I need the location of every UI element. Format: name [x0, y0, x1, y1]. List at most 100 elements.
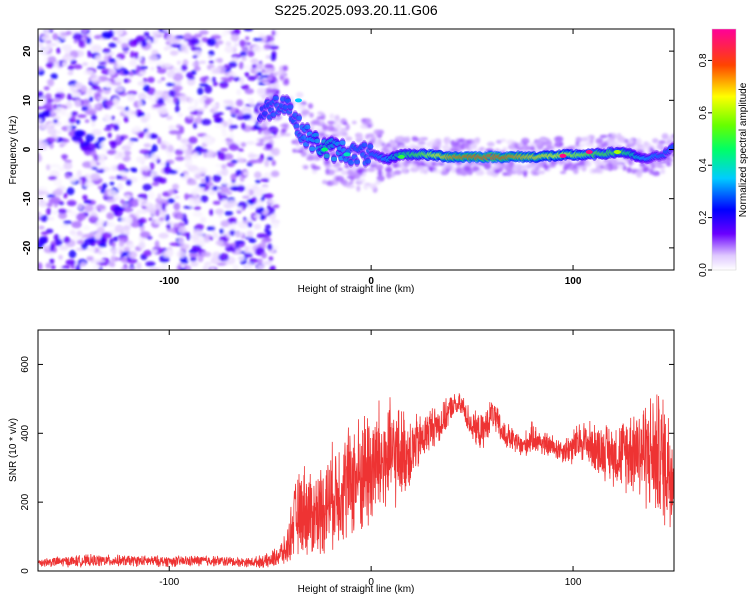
heatmap-cell [62, 61, 68, 67]
heatmap-cell [184, 149, 193, 156]
heatmap-cell [369, 183, 377, 190]
heatmap-cell [69, 229, 77, 236]
heatmap-cell [626, 167, 632, 173]
heatmap-cell [510, 142, 515, 148]
heatmap-cell [97, 185, 103, 190]
heatmap-cell [295, 91, 304, 98]
heatmap-cell [68, 250, 77, 259]
heatmap-cell [375, 164, 384, 171]
heatmap-cell [295, 115, 302, 121]
heatmap-cell [114, 156, 121, 160]
heatmap-noise-blobs [38, 29, 280, 270]
heatmap-cell [297, 104, 306, 110]
heatmap-cell [158, 177, 167, 184]
heatmap-cell [326, 169, 335, 176]
heatmap-cell [385, 166, 393, 173]
heatmap-cell [231, 222, 236, 230]
heatmap-cell [242, 113, 252, 121]
heatmap-cell [154, 202, 163, 211]
heatmap-x-ticks: -100 0 100 [159, 29, 582, 287]
heatmap-cell [165, 214, 170, 222]
heatmap-cell [558, 160, 564, 166]
heatmap-cell [517, 141, 524, 148]
heatmap-cell [170, 43, 182, 48]
heatmap-cell [191, 244, 202, 252]
heatmap-cell [46, 216, 55, 221]
heatmap-cell [53, 115, 61, 121]
heatmap-cell [142, 165, 150, 172]
heatmap-cell [131, 168, 138, 173]
heatmap-cell [185, 72, 194, 78]
heatmap-cell [226, 256, 236, 265]
heatmap-cell [123, 150, 132, 156]
heatmap-cell [134, 51, 139, 60]
heatmap-cell [193, 33, 203, 38]
heatmap-cell [258, 100, 265, 104]
heatmap-cell [101, 251, 109, 256]
heatmap-cell [148, 217, 153, 221]
heatmap-cell [486, 169, 495, 176]
heatmap-cell [254, 188, 264, 196]
heatmap-cell [351, 120, 357, 125]
heatmap-cell [141, 205, 147, 210]
heatmap-cell [79, 262, 87, 267]
heatmap-cell [160, 111, 169, 115]
heatmap-cell [279, 75, 285, 82]
heatmap-cell [230, 159, 239, 164]
heatmap-cell [521, 137, 530, 145]
heatmap-cell [386, 142, 391, 148]
heatmap-cell [76, 239, 84, 245]
heatmap-cell [360, 124, 369, 129]
heatmap-cell [202, 265, 208, 270]
heatmap-cell [530, 145, 535, 151]
heatmap-cell [570, 145, 576, 149]
heatmap-cell [106, 212, 115, 220]
heatmap-cell [84, 110, 96, 116]
heatmap-cell [281, 127, 287, 134]
heatmap-cell [186, 181, 198, 186]
heatmap-cell [52, 210, 58, 215]
heatmap-cell [155, 61, 165, 66]
heatmap-cell [78, 138, 84, 145]
heatmap-cell [172, 183, 179, 190]
heatmap-cell [156, 68, 167, 74]
heatmap-cell [108, 42, 117, 48]
heatmap-cell [250, 58, 259, 64]
heatmap-cell [199, 83, 209, 87]
heatmap-cell [155, 209, 160, 217]
heatmap-cell [46, 202, 53, 208]
heatmap-cell [264, 159, 270, 167]
heatmap-hotspot [294, 98, 302, 103]
heatmap-cell [38, 140, 45, 148]
heatmap-cell [143, 249, 152, 257]
heatmap-cell [268, 256, 274, 262]
snr-frame [37, 329, 675, 572]
heatmap-cell [97, 96, 108, 101]
heatmap-cell [151, 249, 158, 254]
heatmap-cell [543, 164, 549, 171]
heatmap-cell [174, 195, 180, 199]
heatmap-cell [47, 56, 57, 63]
heatmap-cell [230, 33, 240, 42]
heatmap-cell [486, 141, 495, 147]
heatmap-cell [150, 153, 157, 161]
heatmap-cell [246, 263, 253, 270]
heatmap-cell [38, 118, 43, 123]
heatmap-cell [63, 236, 71, 244]
heatmap-cell [198, 183, 207, 188]
heatmap-cell [242, 64, 253, 71]
heatmap-cell [125, 207, 132, 213]
heatmap-cell [402, 169, 407, 174]
heatmap-cell [263, 44, 272, 50]
heatmap-cell [91, 129, 102, 136]
heatmap-cell [228, 61, 238, 68]
heatmap-y-tick-label: 0 [22, 146, 33, 152]
heatmap-cell [221, 199, 228, 205]
heatmap-cell [187, 76, 196, 80]
heatmap-cell [148, 55, 159, 61]
heatmap-cell [190, 256, 197, 262]
heatmap-cell [394, 170, 402, 175]
heatmap-cell [103, 55, 109, 64]
heatmap-y-tick-label: -10 [22, 191, 33, 206]
heatmap-cell [125, 179, 132, 186]
